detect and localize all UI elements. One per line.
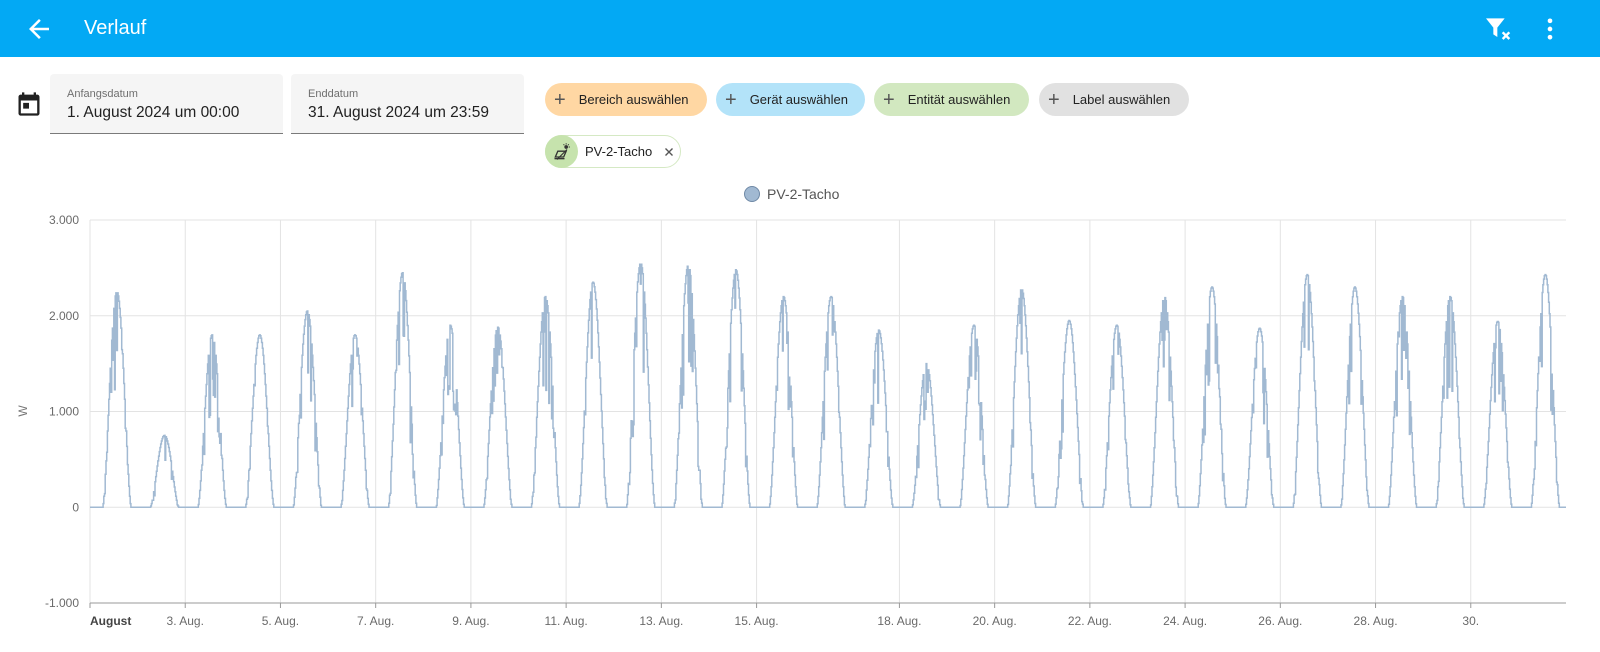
plus-icon: + (554, 88, 566, 111)
y-axis-label: W (16, 405, 30, 417)
calendar-icon[interactable] (15, 90, 43, 118)
x-tick-label: 28. Aug. (1354, 614, 1398, 628)
x-axis: August 3. Aug. 5. Aug. 7. Aug. 9. Aug. 11. Au… (89, 602, 1566, 628)
choose-device-label: Gerät auswählen (749, 92, 848, 107)
x-tick-label: 7. Aug. (357, 614, 394, 628)
plus-icon: + (725, 88, 737, 111)
chart-legend-item[interactable]: PV-2-Tacho (744, 186, 839, 202)
arrow-left-icon[interactable] (24, 14, 54, 44)
chart-grid (89, 219, 1566, 604)
choose-device-button[interactable]: + Gerät auswählen (716, 83, 865, 116)
y-tick-label: 2.000 (49, 309, 79, 323)
y-tick-label: 3.000 (49, 213, 79, 227)
filter-remove-icon[interactable] (1482, 13, 1514, 45)
history-chart: 3.000 2.000 1.000 0 -1.000 August 3. Aug. 5. A… (16, 213, 1566, 628)
x-tick-label: August (90, 614, 131, 628)
end-date-field[interactable]: Enddatum 31. August 2024 um 23:59 (291, 74, 524, 134)
legend-swatch (744, 186, 760, 202)
page-title: Verlauf (84, 17, 147, 39)
x-tick-label: 26. Aug. (1258, 614, 1302, 628)
x-tick-label: 3. Aug. (167, 614, 204, 628)
solar-power-icon (545, 135, 578, 168)
x-tick-label: 20. Aug. (973, 614, 1017, 628)
y-tick-label: 0 (72, 500, 79, 514)
end-date-label: Enddatum (308, 88, 359, 100)
series-line-pv-2-tacho (90, 263, 1566, 509)
plus-icon: + (883, 88, 895, 111)
choose-area-button[interactable]: + Bereich auswählen (545, 83, 707, 116)
x-tick-label: 11. Aug. (545, 614, 588, 628)
choose-entity-button[interactable]: + Entität auswählen (874, 83, 1029, 116)
y-tick-label: 1.000 (49, 405, 79, 419)
start-date-label: Anfangsdatum (67, 88, 138, 100)
x-tick-label: 15. Aug. (735, 614, 779, 628)
x-tick-label: 22. Aug. (1068, 614, 1112, 628)
selected-entity-name: PV-2-Tacho (585, 144, 653, 159)
x-tick-label: 24. Aug. (1163, 614, 1207, 628)
choose-label-label: Label auswählen (1072, 92, 1171, 107)
x-tick-label: 13. Aug. (639, 614, 683, 628)
choose-label-button[interactable]: + Label auswählen (1039, 83, 1189, 116)
choose-area-label: Bereich auswählen (578, 92, 689, 107)
dots-vertical-icon[interactable] (1536, 14, 1564, 44)
start-date-value: 1. August 2024 um 00:00 (67, 104, 240, 121)
x-tick-label: 9. Aug. (452, 614, 489, 628)
x-tick-label: 18. Aug. (877, 614, 921, 628)
close-icon[interactable] (662, 145, 676, 159)
end-date-value: 31. August 2024 um 23:59 (308, 104, 489, 121)
plus-icon: + (1048, 88, 1060, 111)
start-date-field[interactable]: Anfangsdatum 1. August 2024 um 00:00 (50, 74, 283, 134)
legend-label: PV-2-Tacho (767, 186, 840, 202)
x-tick-label: 30. (1462, 614, 1479, 628)
app-header: Verlauf (0, 0, 1600, 57)
x-tick-label: 5. Aug. (262, 614, 299, 628)
choose-entity-label: Entität auswählen (907, 92, 1011, 107)
y-tick-label: -1.000 (45, 596, 79, 610)
selected-entity-chip[interactable]: PV-2-Tacho (545, 135, 681, 168)
y-axis: 3.000 2.000 1.000 0 -1.000 (45, 213, 79, 610)
